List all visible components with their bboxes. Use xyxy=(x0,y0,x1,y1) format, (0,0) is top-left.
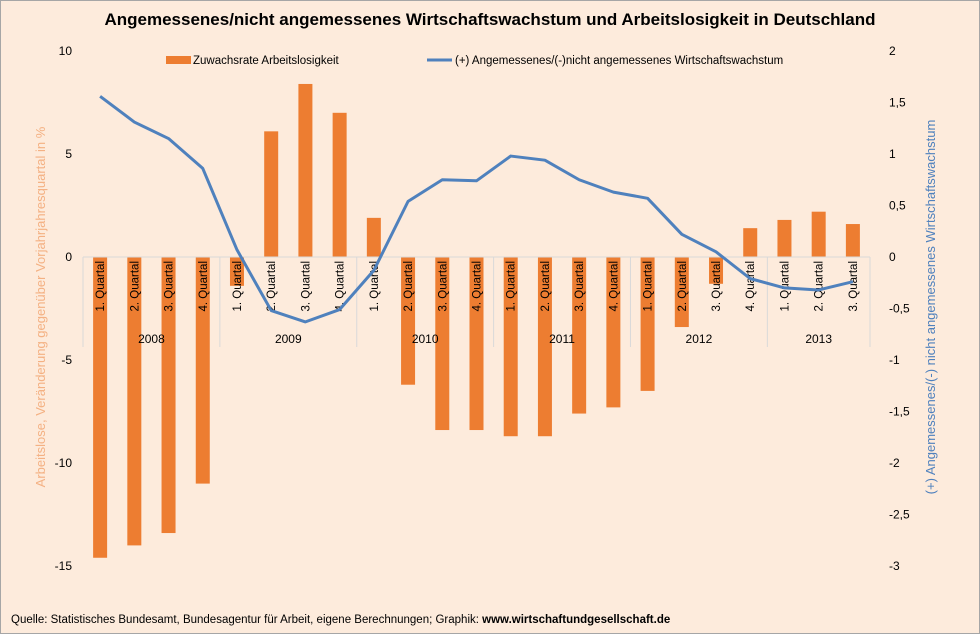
source-note: Quelle: Statistisches Bundesamt, Bundesa… xyxy=(11,614,670,626)
bar xyxy=(845,224,860,257)
quarter-label: 4. Quartal xyxy=(198,261,210,312)
bar xyxy=(811,211,826,257)
quarter-label: 4. Quartal xyxy=(472,261,484,312)
year-label: 2012 xyxy=(686,332,713,346)
year-label: 2011 xyxy=(549,332,575,346)
right-tick-label: -3 xyxy=(889,559,900,573)
bar xyxy=(777,219,792,257)
quarter-label: 3. Quartal xyxy=(437,261,449,312)
legend: Zuwachsrate Arbeitslosigkeit (+) Angemes… xyxy=(166,55,783,67)
quarter-label: 2. Quartal xyxy=(814,261,826,312)
left-tick-label: 5 xyxy=(65,147,72,161)
bar xyxy=(435,257,450,431)
year-label: 2013 xyxy=(805,332,832,346)
quarter-label: 4. Quartal xyxy=(745,261,757,312)
quarter-label: 3. Quartal xyxy=(574,261,586,312)
bar xyxy=(161,257,176,534)
bar xyxy=(503,257,518,437)
bar xyxy=(606,257,621,408)
source-link[interactable]: www.wirtschaftundgesellschaft.de xyxy=(482,614,671,626)
right-tick-label: 2 xyxy=(889,44,896,58)
bar xyxy=(229,257,244,286)
bar xyxy=(743,228,758,257)
right-tick-label: 0 xyxy=(889,250,896,264)
right-axis-label: (+) Angemessenes/(-) nicht angemessenes … xyxy=(923,120,938,495)
bar xyxy=(298,83,313,258)
bar xyxy=(537,257,552,437)
quarter-label: 1. Quartal xyxy=(232,261,244,312)
quarter-label: 1. Quartal xyxy=(779,261,791,312)
bar xyxy=(469,257,484,431)
left-tick-label: -10 xyxy=(55,456,73,470)
quarter-label: 2. Quartal xyxy=(266,261,278,312)
legend-label-bars: Zuwachsrate Arbeitslosigkeit xyxy=(193,55,340,67)
right-axis-ticks: 2 1,5 1 0,5 0 -0,5 -1 -1,5 -2 -2,5 -3 xyxy=(889,44,910,573)
right-tick-label: 0,5 xyxy=(889,199,906,213)
right-tick-label: -1,5 xyxy=(889,405,910,419)
left-axis-label: Arbeitslose, Veränderung gegenüber Vorja… xyxy=(33,126,48,487)
bar-series xyxy=(93,83,860,558)
right-tick-label: -2,5 xyxy=(889,508,910,522)
bar xyxy=(93,257,108,558)
bar xyxy=(674,257,689,328)
quarter-label: 2. Quartal xyxy=(540,261,552,312)
source-text: Quelle: Statistisches Bundesamt, Bundesa… xyxy=(11,614,483,626)
quarter-label: 2. Quartal xyxy=(403,261,415,312)
legend-label-line: (+) Angemessenes/(-)nicht angemessenes W… xyxy=(455,55,783,67)
quarter-label: 3. Quartal xyxy=(300,261,312,312)
right-tick-label: -1 xyxy=(889,353,900,367)
left-tick-label: -5 xyxy=(61,353,72,367)
year-label: 2008 xyxy=(138,332,165,346)
right-tick-label: -2 xyxy=(889,456,900,470)
bar xyxy=(401,257,416,385)
left-tick-label: -15 xyxy=(55,559,73,573)
quarter-label: 3. Quartal xyxy=(164,261,176,312)
year-label: 2009 xyxy=(275,332,302,346)
right-tick-label: -0,5 xyxy=(889,302,910,316)
quarter-label: 2. Quartal xyxy=(677,261,689,312)
quarter-label: 2. Quartal xyxy=(129,261,141,312)
right-tick-label: 1 xyxy=(889,147,896,161)
quarter-label: 1. Quartal xyxy=(95,261,107,312)
bar xyxy=(127,257,142,546)
left-tick-label: 10 xyxy=(59,44,73,58)
bar xyxy=(332,112,347,257)
line-series xyxy=(99,95,854,324)
quarter-label: 1. Quartal xyxy=(506,261,518,312)
bar xyxy=(572,257,587,414)
bar xyxy=(366,217,381,257)
x-axis: 1. Quartal 2. Quartal 3. Quartal 4. Quartal… xyxy=(82,256,871,347)
quarter-label: 4. Quartal xyxy=(608,261,620,312)
quarter-label: 3. Quartal xyxy=(848,261,860,312)
bar xyxy=(640,257,655,391)
bar xyxy=(264,131,279,257)
left-axis-ticks: 10 5 0 -5 -10 -15 xyxy=(55,44,73,573)
left-tick-label: 0 xyxy=(65,250,72,264)
quarter-label: 4. Quartal xyxy=(335,261,347,312)
quarter-label: 1. Quartal xyxy=(643,261,655,312)
chart-title: Angemessenes/nicht angemessenes Wirtscha… xyxy=(104,10,876,29)
right-tick-label: 1,5 xyxy=(889,96,906,110)
bar xyxy=(195,257,210,484)
legend-swatch-bars xyxy=(166,56,191,64)
year-label: 2010 xyxy=(412,332,439,346)
bar xyxy=(709,257,724,284)
quarter-label: 3. Quartal xyxy=(711,261,723,312)
